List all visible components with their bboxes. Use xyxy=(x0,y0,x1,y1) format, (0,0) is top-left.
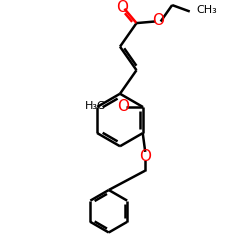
Text: O: O xyxy=(139,148,151,164)
Text: O: O xyxy=(117,99,129,114)
Text: O: O xyxy=(152,13,164,28)
Text: CH₃: CH₃ xyxy=(196,5,217,15)
Text: O: O xyxy=(116,0,128,15)
Text: H₃C: H₃C xyxy=(85,100,106,110)
